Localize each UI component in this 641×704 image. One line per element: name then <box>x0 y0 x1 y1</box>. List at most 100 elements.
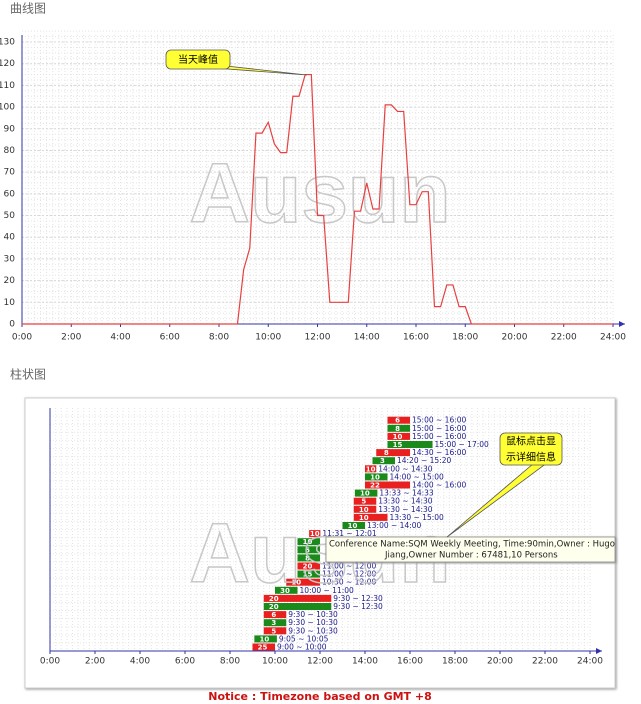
bar-time: 13:33 ~ 14:33 <box>379 489 434 498</box>
y-tick-label: 90 <box>4 124 16 134</box>
bar-time: 13:00 ~ 14:00 <box>367 521 422 530</box>
x-tick-label: 18:00 <box>452 333 478 343</box>
bar-time: 9:30 ~ 12:30 <box>333 594 383 603</box>
bar <box>263 603 332 610</box>
bar-count: 15 <box>303 571 313 579</box>
bar-count: 5 <box>271 627 276 635</box>
y-tick-label: 30 <box>4 254 16 264</box>
bar-count: 8 <box>384 449 389 457</box>
y-tick-label: 130 <box>0 38 15 48</box>
y-tick-label: 120 <box>0 59 15 69</box>
bar <box>297 562 320 570</box>
x-tick-label: 12:00 <box>305 333 331 343</box>
bar <box>365 465 377 473</box>
bar <box>342 522 365 529</box>
bar <box>387 441 433 448</box>
tooltip-box <box>325 536 616 563</box>
x-tick-label: 10:00 <box>255 333 281 343</box>
x-tick-label: 8:00 <box>209 333 229 343</box>
watermark: Ausun <box>189 146 450 240</box>
bar-count: 8 <box>395 425 400 433</box>
bar <box>254 635 277 643</box>
footnote: Notice : Timezone based on GMT +8 <box>208 690 432 703</box>
callout-text: 鼠标点击显 <box>506 435 556 448</box>
bar-count: 30 <box>280 587 290 595</box>
bar <box>263 611 287 619</box>
callout-box <box>499 432 563 466</box>
bar <box>275 586 298 594</box>
bar-count: 10 <box>259 635 269 643</box>
bar <box>376 449 410 457</box>
bar <box>353 513 388 521</box>
tooltip-text: Jiang,Owner Number : 67481,10 Persons <box>384 551 558 561</box>
bar-time: 10:00 ~ 11:00 <box>300 586 355 595</box>
bar-count: 5 <box>361 498 366 506</box>
y-tick-label: 80 <box>4 146 16 156</box>
bar <box>309 530 321 538</box>
bar-time: 14:30 ~ 16:00 <box>412 448 467 457</box>
x-tick-label: 22:00 <box>551 333 577 343</box>
bar <box>252 643 275 651</box>
x-tick-label: 16:00 <box>403 333 429 343</box>
bar-count: 3 <box>380 457 385 465</box>
y-tick-label: 0 <box>9 320 15 330</box>
bar-time: 14:00 ~ 16:00 <box>412 481 467 490</box>
x-tick-label: 6:00 <box>175 657 195 667</box>
bar-time: 14:00 ~ 14:30 <box>378 464 433 473</box>
bar-time: 15:00 ~ 16:00 <box>412 432 467 441</box>
bar-count: 22 <box>370 482 380 490</box>
x-tick-label: 2:00 <box>85 657 105 667</box>
x-tick-label: 20:00 <box>502 333 528 343</box>
bar <box>353 497 377 505</box>
bar <box>297 538 320 546</box>
bar-count: 10 <box>359 514 369 522</box>
bar-time: 9:30 ~ 10:30 <box>288 626 338 635</box>
bar-count: 25 <box>258 644 268 652</box>
bar-time: 9:00 ~ 10:00 <box>277 643 327 652</box>
section-title: 曲线图 <box>10 2 46 16</box>
x-tick-label: 20:00 <box>487 657 513 667</box>
y-tick-label: 20 <box>4 276 16 286</box>
tooltip-text: Conference Name:SQM Weekly Meeting, Time… <box>329 540 615 550</box>
bar-time: 15:00 ~ 16:00 <box>412 416 467 425</box>
bar <box>263 627 287 635</box>
section-title: 柱状图 <box>10 367 46 382</box>
callout-text: 示详细信息 <box>506 451 556 464</box>
bar <box>353 505 377 513</box>
x-tick-label: 16:00 <box>397 657 423 667</box>
axis-arrow <box>619 321 625 327</box>
bar-count: 10 <box>310 530 320 538</box>
y-tick-label: 100 <box>0 103 15 113</box>
y-tick-label: 60 <box>4 189 16 199</box>
x-tick-label: 18:00 <box>442 657 468 667</box>
callout-box <box>165 49 231 70</box>
bar-count: 20 <box>269 603 279 611</box>
bar <box>387 432 410 440</box>
bar <box>297 570 320 578</box>
bar-time: 13:30 ~ 14:30 <box>378 497 433 506</box>
bar-count: 20 <box>303 563 313 571</box>
bar <box>297 546 320 554</box>
x-tick-label: 8:00 <box>220 657 240 667</box>
bar <box>263 619 287 627</box>
bar-time: 10:30 ~ 12:00 <box>322 578 377 587</box>
bar-count: 8 <box>305 554 310 562</box>
x-tick-label: 10:00 <box>262 657 288 667</box>
bar <box>365 481 410 489</box>
bar-count: 10 <box>393 433 403 441</box>
bar-time: 13:30 ~ 14:30 <box>378 505 433 514</box>
bar-time: 9:30 ~ 10:30 <box>288 610 338 619</box>
x-tick-label: 24:00 <box>577 657 603 667</box>
bar-count: 15 <box>393 441 403 449</box>
bar-count: 6 <box>271 611 276 619</box>
x-tick-label: 4:00 <box>130 657 150 667</box>
x-tick-label: 12:00 <box>307 657 333 667</box>
bar-count: 10 <box>359 506 369 514</box>
bar-time: 14:00 ~ 15:00 <box>390 472 445 481</box>
bar-count: 10 <box>291 579 301 587</box>
bar-count: 10 <box>360 490 370 498</box>
line-series <box>22 73 613 325</box>
